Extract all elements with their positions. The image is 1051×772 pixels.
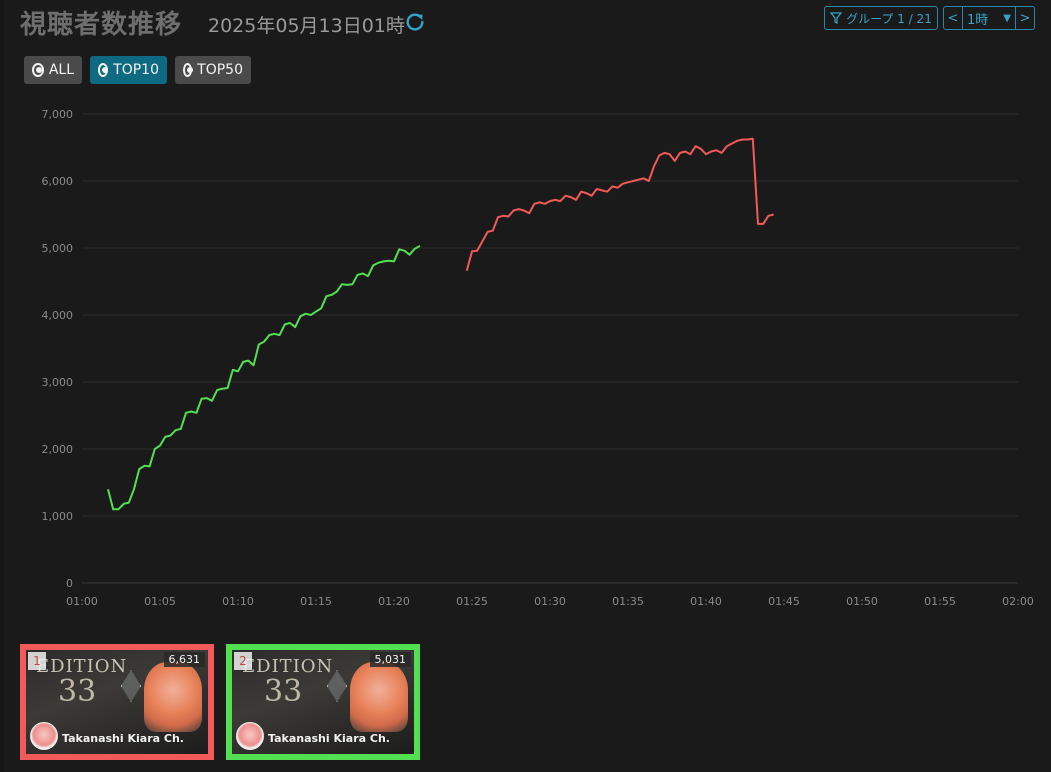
y-tick-label: 2,000 [42,443,74,456]
x-tick-label: 01:00 [66,595,98,608]
y-tick-label: 4,000 [42,309,74,322]
x-tick-label: 01:55 [924,595,956,608]
y-tick-label: 7,000 [42,108,74,121]
radio-icon [98,63,109,77]
radio-icon [183,63,194,77]
period-value: 1時 [967,12,989,28]
y-tick-label: 6,000 [42,175,74,188]
viewer-count-badge: 6,631 [163,652,205,667]
x-tick-label: 02:00 [1002,595,1034,608]
channel-name: Takanashi Kiara Ch. [268,732,390,745]
prev-button[interactable]: < [943,6,963,30]
rank-badge: 2 [234,652,252,670]
avatar [30,722,58,750]
datetime-label: 2025年05月13日01時 [208,15,405,37]
filter-top50-button[interactable]: TOP50 [175,56,251,84]
character-graphic [350,662,408,732]
x-tick-label: 01:40 [690,595,722,608]
stream-card[interactable]: EDITION 33 1 6,631 Takanashi Kiara Ch. [20,644,214,760]
series-line-2 [465,137,774,272]
y-tick-label: 0 [66,577,73,590]
channel-name: Takanashi Kiara Ch. [62,732,184,745]
x-tick-label: 01:50 [846,595,878,608]
filter-top50-label: TOP50 [197,62,243,78]
filter-top10-button[interactable]: TOP10 [90,56,167,84]
stream-card[interactable]: EDITION 33 2 5,031 Takanashi Kiara Ch. [226,644,420,760]
crystal-graphic [121,670,141,702]
series-line-1 [107,245,421,511]
filter-icon [830,12,843,24]
stream-thumbnail: EDITION 33 [232,650,414,754]
x-tick-label: 01:15 [300,595,332,608]
thumbnail-number: 33 [58,674,97,709]
refresh-icon[interactable] [404,11,426,33]
filter-top10-label: TOP10 [113,62,159,78]
thumbnail-title: EDITION [36,656,128,677]
thumbnail-number: 33 [264,674,303,709]
next-button[interactable]: > [1015,6,1035,30]
group-label: グループ 1 / 21 [846,11,932,26]
chevron-down-icon: ▼ [1003,12,1011,24]
x-tick-label: 01:30 [534,595,566,608]
radio-icon [32,63,44,77]
crystal-graphic [327,670,347,702]
x-tick-label: 01:05 [144,595,176,608]
viewer-chart: 0 1,000 2,000 3,000 4,000 5,000 6,000 7,000 01:0… [42,108,1034,608]
filter-all-button[interactable]: ALL [24,56,82,84]
x-tick-label: 01:35 [612,595,644,608]
avatar [236,722,264,750]
group-filter-button[interactable]: グループ 1 / 21 [824,6,938,30]
rank-badge: 1 [28,652,46,670]
x-tick-label: 01:20 [378,595,410,608]
x-tick-label: 01:25 [456,595,488,608]
main-panel [4,0,1051,772]
y-tick-label: 3,000 [42,376,74,389]
thumbnail-title: EDITION [242,656,334,677]
x-tick-label: 01:10 [222,595,254,608]
y-tick-label: 5,000 [42,242,74,255]
period-select[interactable]: 1時 ▼ [963,6,1015,30]
y-tick-label: 1,000 [42,510,74,523]
character-graphic [144,662,202,732]
viewer-count-badge: 5,031 [369,652,411,667]
page-title: 視聴者数推移 [20,10,183,40]
x-tick-label: 01:45 [768,595,800,608]
filter-all-label: ALL [48,62,74,78]
